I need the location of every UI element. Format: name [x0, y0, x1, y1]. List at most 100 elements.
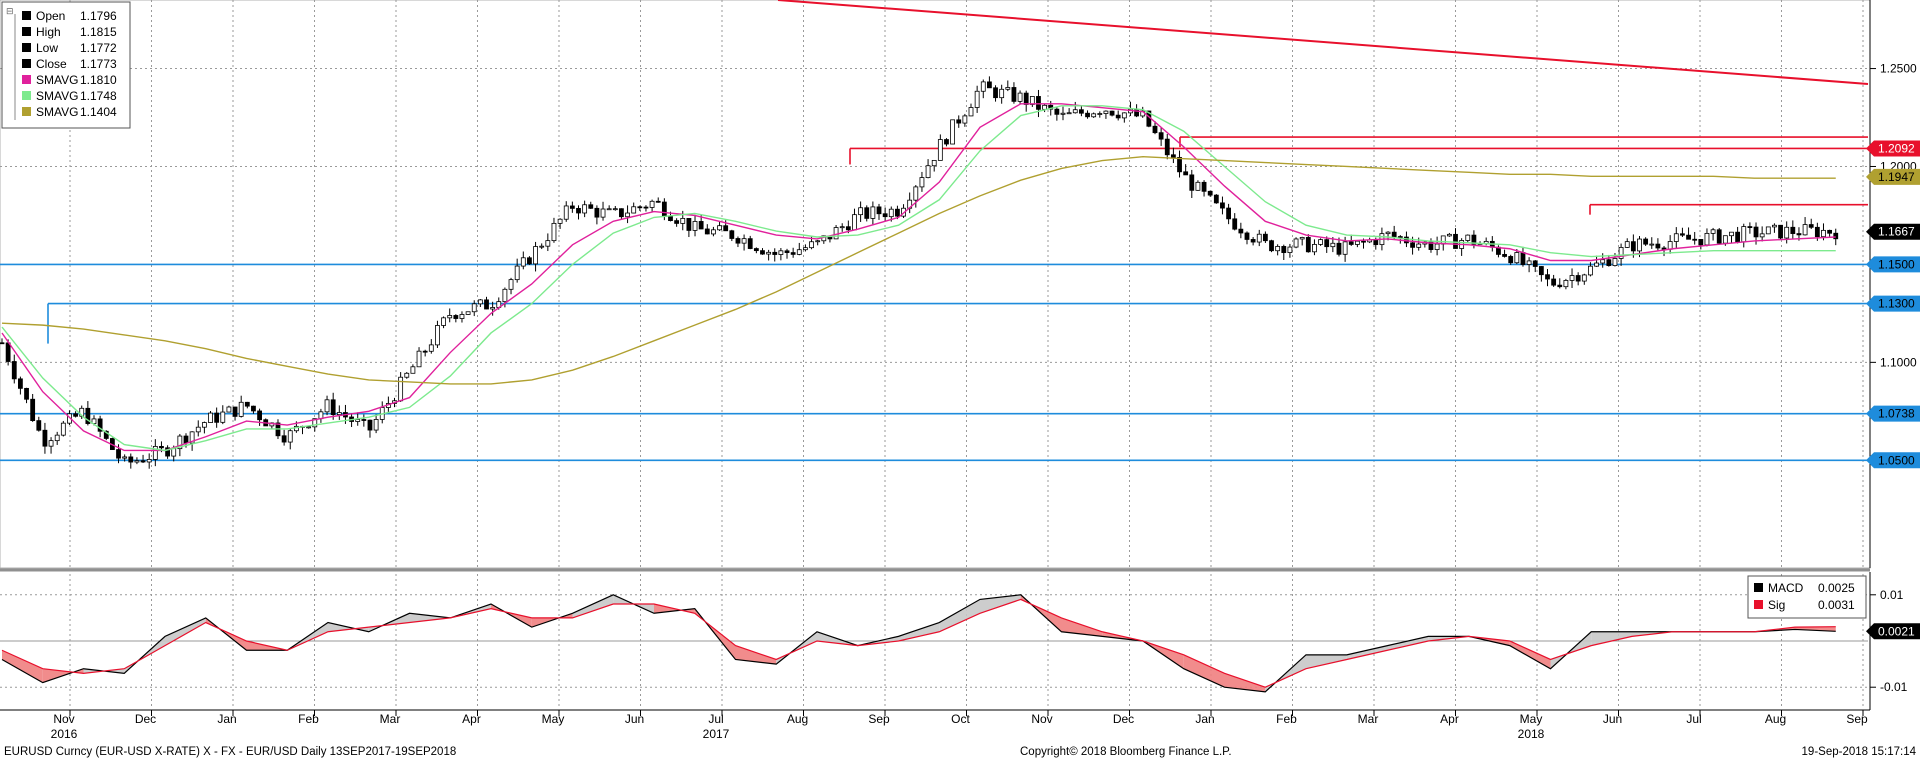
candle — [944, 138, 949, 147]
macd-fill — [1224, 673, 1266, 692]
candle — [287, 428, 293, 450]
candle — [1434, 236, 1440, 256]
candle-body — [1802, 224, 1808, 236]
candle-body — [931, 159, 937, 167]
candle — [1250, 237, 1256, 246]
macd-legend: MACD 0.0025 Sig 0.0031 — [1747, 575, 1867, 619]
candle-body — [588, 204, 594, 209]
candle-body — [1054, 108, 1060, 115]
candle-body — [1195, 181, 1201, 191]
candle — [766, 249, 772, 261]
candle-body — [140, 460, 146, 463]
candle-body — [974, 90, 980, 108]
candle — [306, 426, 312, 429]
candle-body — [465, 311, 471, 315]
value-tag: 1.1667 — [1866, 223, 1920, 240]
candle-body — [950, 119, 956, 145]
candle-body — [1103, 110, 1109, 114]
candle-body — [1526, 260, 1532, 265]
candle-body — [17, 378, 23, 389]
macd-fill — [939, 599, 980, 632]
candle-body — [1164, 138, 1170, 156]
candle — [1526, 257, 1532, 273]
macd-fill — [2, 650, 43, 683]
candle-body — [1005, 87, 1011, 90]
candle — [379, 401, 385, 424]
candle — [336, 405, 342, 420]
candle — [54, 431, 60, 445]
candle-body — [1017, 92, 1023, 102]
candle-body — [404, 372, 410, 378]
candle-body — [60, 422, 66, 436]
trend-line — [777, 0, 1869, 85]
candle-body — [1201, 181, 1207, 192]
candle-body — [1575, 275, 1581, 282]
candle-body — [606, 208, 612, 211]
candle-body — [1710, 229, 1716, 234]
candle-body — [711, 229, 716, 235]
candle-body — [735, 238, 741, 244]
candle — [1624, 238, 1630, 248]
candle — [1091, 112, 1097, 118]
candle-body — [244, 401, 250, 407]
candle — [398, 372, 404, 402]
candle-body — [631, 206, 637, 214]
candle-body — [1011, 87, 1017, 102]
candle — [833, 225, 839, 240]
candle-body — [1416, 243, 1422, 248]
legend-value: 1.1796 — [80, 9, 117, 23]
candle — [1833, 228, 1839, 246]
candle-body — [704, 228, 710, 235]
candle — [214, 407, 220, 428]
candle-body — [226, 406, 232, 413]
legend-name: SMAVG — [36, 89, 78, 103]
candle — [1275, 244, 1281, 256]
candle — [1324, 236, 1330, 253]
candle — [453, 314, 459, 323]
candle — [1575, 272, 1581, 286]
candle-body — [459, 314, 465, 319]
candle-body — [1796, 233, 1802, 236]
value-tag: 1.2092 — [1866, 140, 1920, 157]
candle — [1655, 238, 1661, 251]
candle — [1502, 249, 1507, 258]
candle — [778, 248, 784, 261]
candle-body — [649, 200, 655, 208]
month-label: Oct — [951, 712, 970, 726]
candle-body — [1072, 109, 1078, 114]
candle-body — [484, 299, 489, 310]
candle — [563, 201, 569, 222]
candle-body — [1318, 239, 1323, 245]
candle — [576, 205, 581, 220]
candle-body — [1158, 132, 1164, 140]
candle — [582, 200, 588, 218]
candle-body — [1673, 233, 1679, 242]
candle — [551, 217, 557, 243]
candle — [1778, 224, 1783, 240]
candle — [459, 311, 465, 323]
candle — [1606, 254, 1612, 267]
candle-body — [741, 238, 747, 244]
candle — [373, 414, 379, 434]
candle — [852, 208, 857, 231]
candle-body — [1060, 112, 1066, 115]
macd-fill — [1591, 631, 1632, 646]
candle — [1563, 278, 1569, 290]
macd-value-tag-label: 0.0021 — [1878, 624, 1915, 638]
candle — [1158, 127, 1164, 146]
candle-body — [1281, 246, 1287, 254]
candle-body — [287, 430, 293, 443]
footer-left: EURUSD Curncy (EUR-USD X-RATE) X - FX - … — [4, 746, 456, 758]
candle — [1023, 90, 1029, 112]
candle-body — [195, 426, 201, 433]
legend-value: 1.1810 — [80, 73, 117, 87]
grid — [0, 0, 1868, 708]
candle — [1103, 110, 1109, 119]
candle — [146, 453, 152, 469]
candle-body — [1581, 274, 1587, 282]
candle — [281, 429, 287, 446]
candle — [484, 296, 489, 310]
candle — [1446, 232, 1452, 237]
value-tag: 1.1500 — [1866, 256, 1920, 273]
candle-body — [533, 246, 538, 265]
